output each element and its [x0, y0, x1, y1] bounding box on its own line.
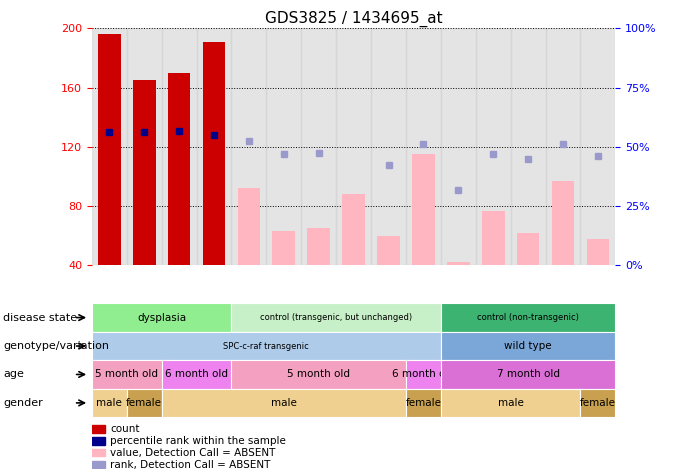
- Text: female: female: [405, 398, 441, 408]
- Bar: [447, 263, 470, 265]
- Text: rank, Detection Call = ABSENT: rank, Detection Call = ABSENT: [110, 459, 271, 470]
- Text: 5 month old: 5 month old: [287, 369, 350, 380]
- Bar: [92, 449, 105, 456]
- Text: male: male: [271, 398, 296, 408]
- Text: 7 month old: 7 month old: [496, 369, 560, 380]
- Bar: [98, 35, 120, 265]
- Bar: [377, 236, 400, 265]
- Text: control (non-transgenic): control (non-transgenic): [477, 313, 579, 322]
- Bar: [92, 28, 126, 265]
- Bar: [231, 28, 267, 265]
- Text: 5 month old: 5 month old: [95, 369, 158, 380]
- Bar: [307, 228, 330, 265]
- Text: gender: gender: [3, 398, 43, 408]
- Bar: [482, 210, 505, 265]
- Bar: [581, 28, 615, 265]
- Bar: [92, 425, 105, 433]
- Bar: [371, 28, 406, 265]
- Text: female: female: [580, 398, 616, 408]
- Text: female: female: [126, 398, 162, 408]
- Bar: [476, 28, 511, 265]
- Bar: [342, 194, 365, 265]
- Bar: [511, 28, 545, 265]
- Text: percentile rank within the sample: percentile rank within the sample: [110, 436, 286, 446]
- Bar: [92, 437, 105, 445]
- Bar: [126, 28, 162, 265]
- Bar: [168, 73, 190, 265]
- Bar: [273, 231, 295, 265]
- Bar: [237, 189, 260, 265]
- Text: value, Detection Call = ABSENT: value, Detection Call = ABSENT: [110, 447, 275, 458]
- Bar: [203, 42, 225, 265]
- Text: male: male: [498, 398, 524, 408]
- Bar: [267, 28, 301, 265]
- Bar: [406, 28, 441, 265]
- Bar: [412, 155, 435, 265]
- Bar: [301, 28, 336, 265]
- Bar: [133, 80, 156, 265]
- Text: control (transgenic, but unchanged): control (transgenic, but unchanged): [260, 313, 412, 322]
- Bar: [517, 233, 539, 265]
- Text: dysplasia: dysplasia: [137, 312, 186, 323]
- Text: disease state: disease state: [3, 312, 78, 323]
- Title: GDS3825 / 1434695_at: GDS3825 / 1434695_at: [265, 11, 443, 27]
- Bar: [197, 28, 231, 265]
- Text: 6 month old: 6 month old: [165, 369, 228, 380]
- Bar: [162, 28, 197, 265]
- Bar: [441, 28, 476, 265]
- Bar: [551, 181, 575, 265]
- Text: count: count: [110, 424, 139, 434]
- Bar: [336, 28, 371, 265]
- Text: age: age: [3, 369, 24, 380]
- Bar: [587, 239, 609, 265]
- Bar: [545, 28, 581, 265]
- Text: male: male: [97, 398, 122, 408]
- Text: 6 month old: 6 month old: [392, 369, 455, 380]
- Bar: [92, 461, 105, 468]
- Text: wild type: wild type: [505, 341, 552, 351]
- Text: genotype/variation: genotype/variation: [3, 341, 109, 351]
- Text: SPC-c-raf transgenic: SPC-c-raf transgenic: [224, 342, 309, 350]
